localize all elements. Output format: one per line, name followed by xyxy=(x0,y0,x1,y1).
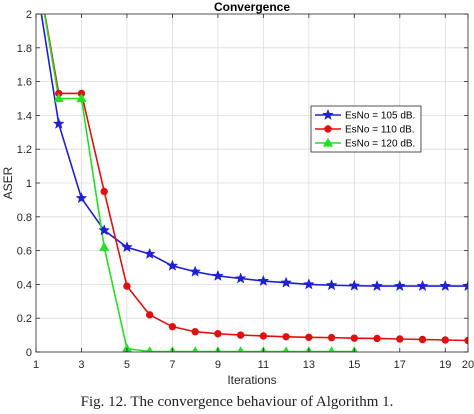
legend-entry-2: EsNo = 110 dB. xyxy=(345,125,415,136)
x-tick-label: 5 xyxy=(124,359,130,371)
data-point-series-2 xyxy=(259,332,268,340)
data-point-series-1 xyxy=(416,279,429,292)
legend-marker-3 xyxy=(322,137,334,147)
data-point-series-3 xyxy=(282,346,290,352)
y-tick-label: 2 xyxy=(26,9,32,21)
data-point-series-2 xyxy=(396,335,404,343)
y-tick-label: 1 xyxy=(26,178,32,190)
convergence-chart: 1 3 5 7 9 11 13 15 17 19 20 00.20.40.60.811.21.41.… xyxy=(1,0,474,387)
x-tick-labels: 1 3 5 7 9 11 13 15 17 19 20 xyxy=(33,359,474,371)
data-point-series-1 xyxy=(371,279,383,292)
legend-marker-2 xyxy=(324,125,332,133)
data-point-series-2 xyxy=(168,322,177,331)
series-markers xyxy=(52,89,468,352)
x-tick-label: 11 xyxy=(258,359,269,371)
data-point-series-2 xyxy=(123,282,131,290)
data-point-series-1 xyxy=(75,191,88,204)
x-tick-label: 7 xyxy=(169,359,175,371)
x-tick-label: 19 xyxy=(439,359,451,371)
legend-entry-1: EsNo = 105 dB. xyxy=(345,111,415,122)
data-point-series-2 xyxy=(441,336,449,344)
data-point-series-3 xyxy=(328,346,335,352)
data-point-series-1 xyxy=(121,241,133,253)
y-tick-label: 0 xyxy=(26,347,32,359)
data-point-series-1 xyxy=(98,224,111,236)
legend: EsNo = 105 dB. EsNo = 110 dB. EsNo = 120 d… xyxy=(310,105,422,153)
data-point-series-2 xyxy=(305,333,313,341)
series-line-1 xyxy=(40,14,468,287)
x-tick-label: 20 xyxy=(462,359,474,371)
y-axis-title: ASER xyxy=(1,166,15,199)
x-tick-label: 17 xyxy=(394,359,406,371)
data-point-series-1 xyxy=(257,274,270,287)
y-tick-label: 1.6 xyxy=(17,77,32,89)
data-point-series-3 xyxy=(76,93,87,103)
data-point-series-1 xyxy=(52,117,65,129)
data-point-series-2 xyxy=(282,333,290,341)
data-point-series-3 xyxy=(237,346,244,352)
data-point-series-2 xyxy=(373,334,381,343)
y-tick-label: 0.2 xyxy=(17,313,32,325)
data-point-series-1 xyxy=(348,279,361,291)
legend-entry-3: EsNo = 120 dB. xyxy=(345,139,415,150)
data-point-series-2 xyxy=(191,328,199,336)
series-line-2 xyxy=(44,14,468,342)
y-tick-label: 1.8 xyxy=(17,43,32,55)
x-tick-label: 3 xyxy=(78,359,84,371)
data-point-series-1 xyxy=(439,279,452,292)
legend-marker-1 xyxy=(322,108,334,121)
x-tick-label: 13 xyxy=(303,359,315,371)
x-tick-label: 1 xyxy=(33,359,39,371)
data-point-series-1 xyxy=(211,269,224,281)
x-tick-label: 15 xyxy=(348,359,360,371)
data-point-series-3 xyxy=(146,346,153,352)
figure-caption: Fig. 12. The convergence behaviour of Al… xyxy=(80,394,394,410)
data-point-series-2 xyxy=(100,187,108,196)
data-point-series-2 xyxy=(214,330,222,338)
data-point-series-3 xyxy=(191,346,199,352)
data-point-series-1 xyxy=(189,265,202,277)
data-point-series-1 xyxy=(302,278,315,290)
data-point-series-3 xyxy=(53,93,64,103)
data-point-series-1 xyxy=(166,259,179,271)
y-tick-label: 0.8 xyxy=(17,212,32,224)
axis-ticks xyxy=(35,13,469,353)
x-axis-title: Iterations xyxy=(227,373,276,387)
y-tick-labels: 0 0.2 0.4 0.6 0.8 1 1.2 1.4 1.6 1.8 2 xyxy=(17,9,32,359)
y-tick-label: 0.6 xyxy=(17,246,32,258)
data-point-series-2 xyxy=(236,331,245,339)
data-point-series-1 xyxy=(393,279,406,292)
y-tick-label: 1.4 xyxy=(17,110,32,122)
y-tick-label: 0.4 xyxy=(17,279,32,291)
data-point-series-1 xyxy=(325,279,338,291)
data-point-series-1 xyxy=(234,272,247,284)
data-point-series-2 xyxy=(418,335,427,344)
data-point-series-2 xyxy=(327,333,336,342)
data-point-series-3 xyxy=(99,242,110,251)
data-point-series-1 xyxy=(143,247,156,260)
chart-title: Convergence xyxy=(214,0,290,14)
x-tick-label: 9 xyxy=(215,359,221,371)
y-tick-label: 1.2 xyxy=(17,144,32,156)
data-point-series-2 xyxy=(350,334,359,342)
data-point-series-2 xyxy=(145,311,154,319)
data-point-series-1 xyxy=(280,276,293,288)
